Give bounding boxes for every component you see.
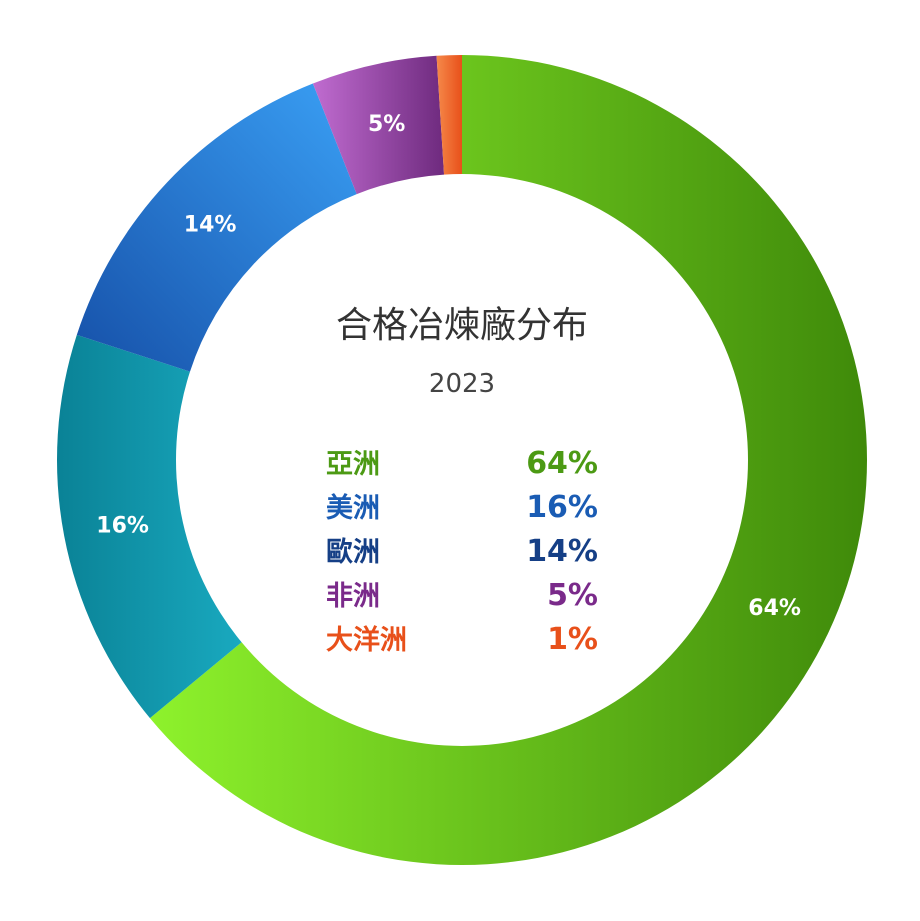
legend-name-3: 歐洲: [326, 537, 380, 568]
legend-value-5: 1%: [547, 622, 598, 657]
legend-name-2: 美洲: [326, 492, 380, 524]
slice-value-label-1: 64%: [748, 596, 801, 621]
slice-value-label-3: 14%: [184, 212, 237, 237]
legend-name-1: 亞洲: [326, 449, 380, 480]
slice-labels: 64% 16% 14% 5%: [96, 112, 801, 621]
legend-value-1: 64%: [526, 446, 598, 481]
legend-value-4: 5%: [547, 578, 598, 613]
slice-5: [436, 55, 462, 175]
donut-slices: [57, 55, 867, 865]
legend-value-3: 14%: [526, 534, 598, 569]
slice-1: [149, 55, 867, 865]
center-legend: 亞洲 64% 美洲 16% 歐洲 14% 非洲 5% 大洋洲 1%: [326, 446, 598, 657]
slice-4: [312, 55, 445, 195]
slice-3: [76, 83, 357, 372]
legend-name-5: 大洋洲: [326, 624, 407, 656]
chart-subtitle: 2023: [429, 369, 495, 399]
slice-2: [57, 334, 242, 719]
chart-title: 合格冶煉廠分布: [336, 305, 588, 346]
slice-value-label-2: 16%: [96, 514, 149, 539]
legend-name-4: 非洲: [326, 581, 380, 612]
slice-value-label-4: 5%: [368, 112, 405, 137]
legend-value-2: 16%: [526, 490, 598, 525]
